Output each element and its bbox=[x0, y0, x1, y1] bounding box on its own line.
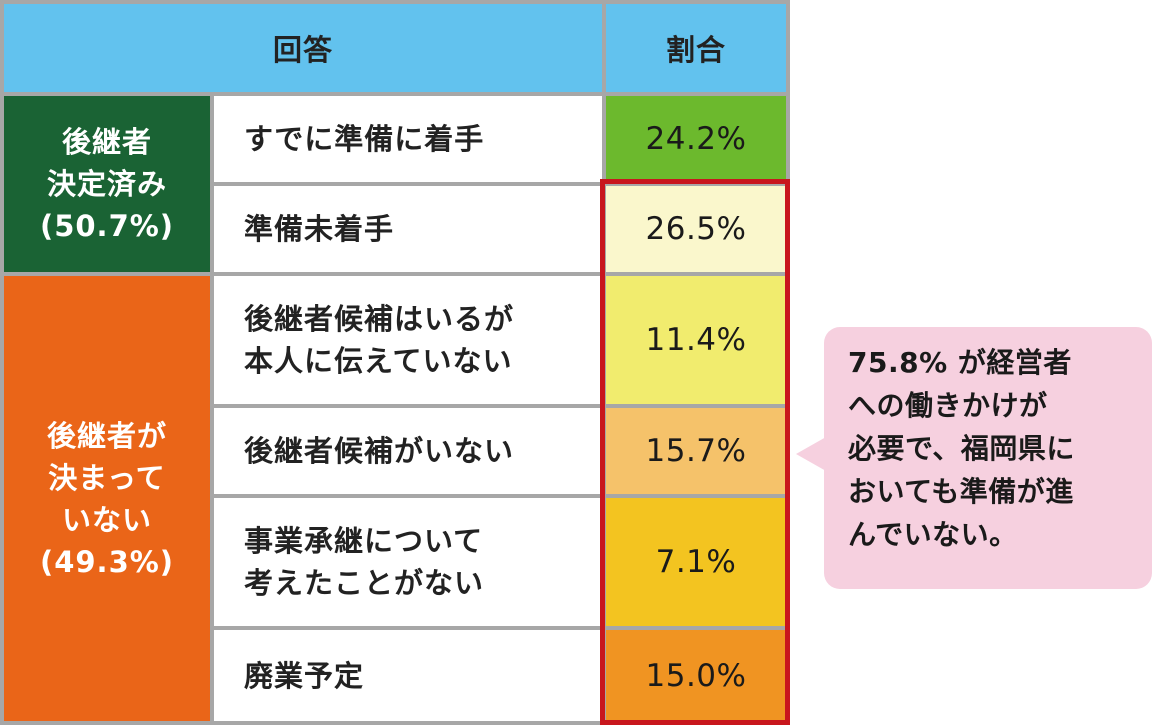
group-label-decided: 後継者 決定済み (50.7%) bbox=[4, 96, 210, 272]
percent-cell: 11.4% bbox=[606, 276, 786, 404]
header-ratio: 割合 bbox=[606, 4, 786, 92]
percent-cell: 24.2% bbox=[606, 96, 786, 182]
percent-cell: 15.7% bbox=[606, 408, 786, 494]
answer-cell: 後継者候補はいるが 本人に伝えていない bbox=[214, 276, 602, 404]
answer-cell: すでに準備に着手 bbox=[214, 96, 602, 182]
callout-bubble: 75.8% が経営者 への働きかけが 必要で、福岡県に おいても準備が進 んでい… bbox=[824, 327, 1152, 589]
answer-cell: 後継者候補がいない bbox=[214, 408, 602, 494]
callout-pointer bbox=[796, 437, 826, 471]
answer-cell: 事業承継について 考えたことがない bbox=[214, 498, 602, 626]
percent-cell: 7.1% bbox=[606, 498, 786, 626]
percent-cell: 26.5% bbox=[606, 186, 786, 272]
percent-cell: 15.0% bbox=[606, 630, 786, 721]
answer-cell: 準備未着手 bbox=[214, 186, 602, 272]
answer-cell: 廃業予定 bbox=[214, 630, 602, 721]
header-answer: 回答 bbox=[4, 4, 602, 92]
highlight-frame bbox=[600, 179, 790, 725]
group-label-undecided: 後継者が 決まって いない (49.3%) bbox=[4, 276, 210, 721]
